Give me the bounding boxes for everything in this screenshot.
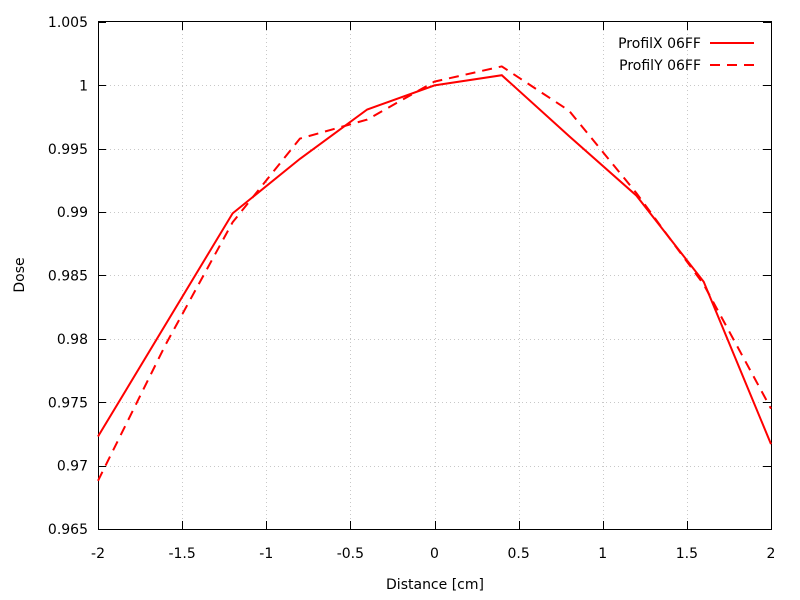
x-axis-title: Distance [cm] (386, 577, 484, 593)
series-line-profilx (97, 74, 772, 445)
x-tick-label: -1 (259, 546, 273, 562)
y-tick-label: 0.975 (48, 395, 88, 411)
y-tick-label: 0.99 (57, 205, 88, 221)
x-tick-label: 1.5 (676, 546, 698, 562)
legend-label: ProfilY 06FF (619, 58, 701, 74)
x-tick-label: 0 (430, 546, 439, 562)
y-axis-title: Dose (12, 257, 28, 292)
grid (98, 22, 771, 529)
x-tick-label: -0.5 (337, 546, 364, 562)
y-tick-label: 0.98 (57, 332, 88, 348)
legend: ProfilX 06FF ProfilY 06FF (618, 36, 754, 74)
x-tick-label: 0.5 (507, 546, 529, 562)
y-tick-label: 0.985 (48, 269, 88, 285)
y-tick-label: 1 (79, 78, 88, 94)
series-lines (97, 65, 772, 482)
y-tick-label: 1.005 (48, 15, 88, 31)
y-tick-label: 0.97 (57, 459, 88, 475)
y-tick-label: 0.995 (48, 142, 88, 158)
series-line-profily (97, 65, 772, 482)
x-tick-label: -1.5 (168, 546, 195, 562)
x-tick-label: -2 (91, 546, 105, 562)
x-tick-label: 2 (767, 546, 776, 562)
legend-label: ProfilX 06FF (618, 36, 701, 52)
y-tick-label: 0.965 (48, 522, 88, 538)
axis-ticks: -2 -1.5 -1 -0.5 0 0.5 1 1.5 2 0.965 0.97 0.975 0.98 0… (48, 15, 776, 562)
x-tick-label: 1 (598, 546, 607, 562)
